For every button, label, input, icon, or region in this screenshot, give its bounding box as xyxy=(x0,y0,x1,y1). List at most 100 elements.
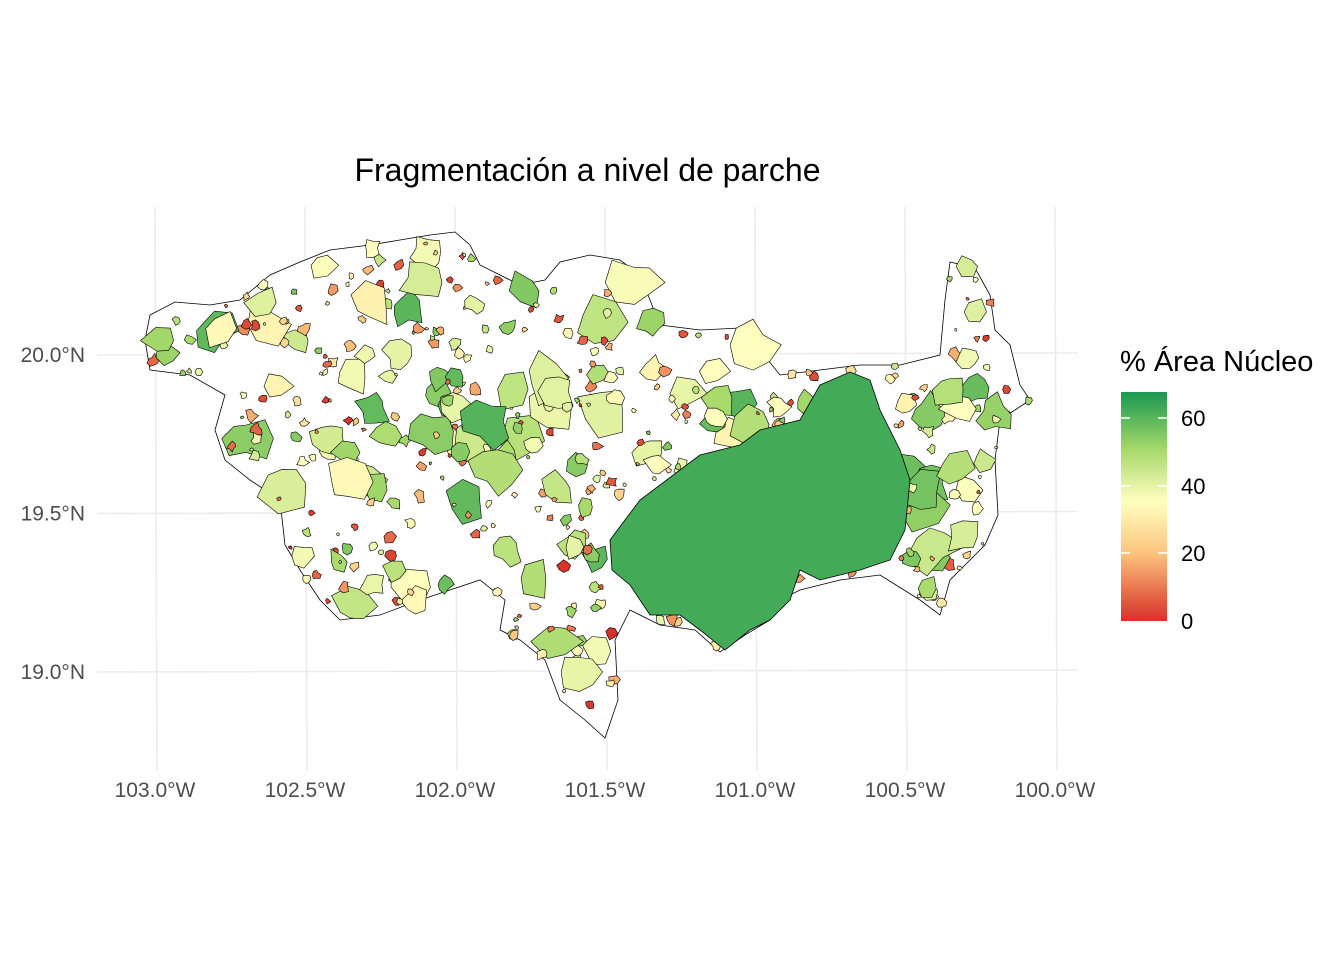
patch xyxy=(314,347,323,354)
patch xyxy=(276,496,282,502)
patch xyxy=(407,588,415,597)
patch xyxy=(381,338,413,370)
patch xyxy=(893,423,899,429)
legend-label: 20 xyxy=(1181,541,1206,566)
patch xyxy=(636,307,665,337)
patch xyxy=(936,450,976,485)
patch xyxy=(480,524,488,532)
patch xyxy=(146,352,160,367)
patch xyxy=(658,365,673,378)
patch xyxy=(553,313,565,324)
patch xyxy=(444,378,451,385)
patch xyxy=(484,281,490,286)
patch xyxy=(413,489,425,504)
patch xyxy=(223,303,228,309)
patch xyxy=(662,441,673,451)
patch xyxy=(955,255,978,278)
patch xyxy=(194,368,204,377)
patch xyxy=(597,584,604,590)
patch xyxy=(362,264,375,276)
patch xyxy=(345,281,350,288)
patch xyxy=(656,614,666,625)
patch xyxy=(350,280,388,325)
patch xyxy=(263,373,295,398)
patch xyxy=(249,447,255,452)
patch xyxy=(437,574,455,595)
patch xyxy=(917,576,937,598)
patch xyxy=(422,241,429,246)
patch xyxy=(343,339,357,353)
patch xyxy=(1002,384,1011,394)
patch xyxy=(353,344,376,364)
patch xyxy=(491,523,496,529)
patch xyxy=(977,475,982,480)
patch xyxy=(965,297,970,301)
patch xyxy=(445,478,482,525)
y-tick-label: 20.0°N xyxy=(21,344,85,367)
patch xyxy=(393,258,405,271)
legend-title: % Área Núcleo xyxy=(1120,346,1314,378)
patch xyxy=(290,288,298,295)
patch xyxy=(360,427,367,433)
patch xyxy=(312,570,322,579)
axis-labels: 103.0°W 102.5°W 102.0°W 101.5°W 101.0°W 100.5… xyxy=(21,344,1096,802)
patch xyxy=(513,617,520,623)
map-title: Fragmentación a nivel de parche xyxy=(354,152,821,188)
patch xyxy=(328,457,374,500)
patch xyxy=(350,523,359,532)
patch xyxy=(454,346,465,360)
patch xyxy=(586,364,611,385)
patch xyxy=(341,543,354,556)
patch xyxy=(301,526,312,538)
patch xyxy=(931,377,964,406)
patch xyxy=(654,383,661,391)
patch xyxy=(425,327,429,331)
patch xyxy=(332,547,339,555)
patch xyxy=(778,416,786,424)
patch xyxy=(594,599,607,610)
patch xyxy=(639,354,666,382)
patch xyxy=(288,545,293,550)
patch xyxy=(991,414,1002,424)
patch xyxy=(565,535,585,560)
patch xyxy=(645,430,651,435)
patch xyxy=(171,316,181,326)
patch xyxy=(586,484,597,494)
patch xyxy=(321,395,330,404)
patch xyxy=(586,402,592,408)
patch xyxy=(699,358,732,384)
patch xyxy=(898,555,905,562)
patch xyxy=(994,445,999,450)
patch xyxy=(581,636,612,666)
patch xyxy=(395,597,404,605)
gridline-lon xyxy=(1054,206,1058,771)
patch xyxy=(982,334,990,343)
patch xyxy=(492,586,503,597)
patch xyxy=(451,442,471,463)
y-tick-label: 19.5°N xyxy=(21,503,85,526)
patch xyxy=(565,524,571,531)
patch xyxy=(398,261,443,297)
patch xyxy=(577,294,629,344)
patch xyxy=(559,513,572,527)
patch xyxy=(976,489,981,494)
patch xyxy=(322,360,333,368)
patch xyxy=(975,391,1012,431)
patch xyxy=(1025,396,1033,406)
patch xyxy=(526,454,531,460)
patch xyxy=(578,368,583,373)
patches xyxy=(139,231,1033,739)
patch xyxy=(452,283,464,292)
patch xyxy=(325,597,332,605)
y-tick-label: 19.0°N xyxy=(21,661,85,684)
patch xyxy=(336,532,340,537)
patch xyxy=(635,461,641,467)
x-tick-label: 100.5°W xyxy=(865,779,946,802)
patch xyxy=(521,327,529,333)
patch xyxy=(947,520,979,552)
patch xyxy=(512,421,523,434)
patch xyxy=(428,461,432,466)
patch xyxy=(386,497,401,510)
patch xyxy=(310,254,340,279)
